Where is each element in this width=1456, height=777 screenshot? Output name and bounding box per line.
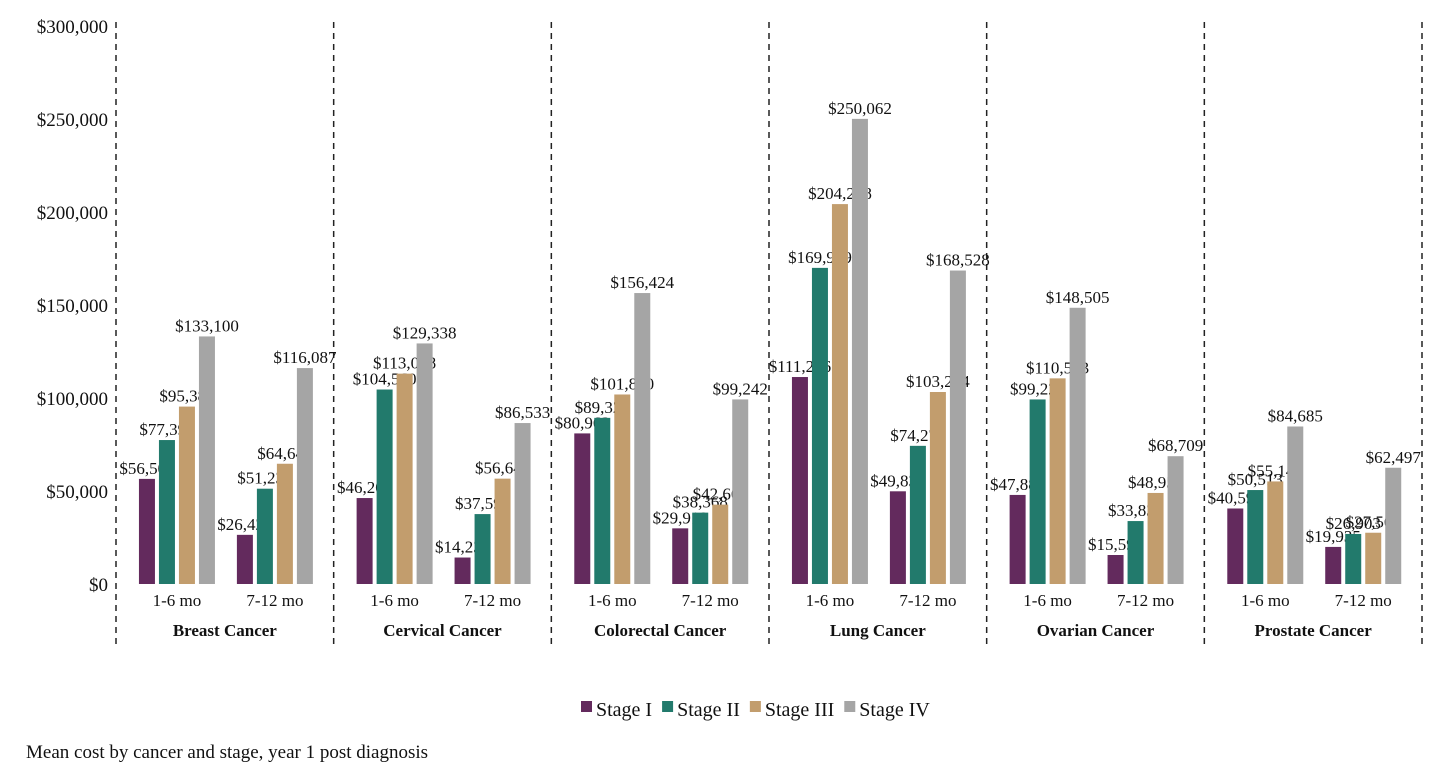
bar-value-label: $62,497: [1366, 448, 1422, 467]
bar-stage-iv: [198, 336, 215, 584]
bar-value-label: $168,528: [926, 251, 990, 270]
bar-value-label: $129,338: [393, 323, 457, 342]
period-label: 1-6 mo: [1241, 591, 1290, 610]
period-label: 7-12 mo: [682, 591, 739, 610]
y-tick-label: $100,000: [37, 389, 108, 410]
period-label: 1-6 mo: [370, 591, 419, 610]
bar-stage-ii: [811, 267, 828, 584]
bar-stage-i: [1107, 555, 1124, 584]
bar-stage-iii: [178, 406, 195, 584]
bar-stage-i: [1227, 508, 1244, 584]
bar-stage-iii: [1365, 532, 1382, 584]
bar-value-label: $116,087: [273, 348, 337, 367]
bar-stage-iv: [1167, 456, 1184, 584]
bar-stage-ii: [474, 514, 491, 584]
bar-value-label: $86,533: [495, 403, 550, 422]
bar-stage-iii: [831, 204, 848, 584]
y-tick-label: $50,000: [46, 482, 108, 503]
bar-stage-ii: [376, 389, 393, 584]
bar-stage-ii: [909, 445, 926, 584]
bar-stage-i: [236, 534, 253, 584]
bar-stage-i: [454, 557, 471, 584]
group-label: Breast Cancer: [173, 621, 277, 640]
bar-stage-i: [1325, 546, 1342, 584]
bar-value-label: $99,242: [713, 379, 768, 398]
group-label: Colorectal Cancer: [594, 621, 727, 640]
bar-stage-iv: [296, 368, 313, 584]
bar-chart: $0 $50,000 $100,000 $150,000 $200,000 $250,00…: [37, 17, 1423, 721]
legend-entry: Stage II: [677, 699, 740, 721]
bar-stage-i: [791, 377, 808, 584]
bar-stage-iv: [1069, 307, 1086, 584]
bar-stage-i: [1009, 494, 1026, 584]
bar-value-label: $84,685: [1268, 406, 1323, 425]
bar-stage-i: [672, 528, 689, 584]
bar-stage-iv: [949, 270, 966, 584]
bar-stage-ii: [594, 417, 611, 584]
bar-stage-ii: [158, 440, 175, 584]
bar-stage-iv: [514, 423, 531, 584]
period-label: 7-12 mo: [899, 591, 956, 610]
group-label: Cervical Cancer: [383, 621, 502, 640]
bar-value-label: $68,709: [1148, 436, 1203, 455]
bar-stage-i: [574, 433, 591, 584]
bar-stage-ii: [1029, 399, 1046, 584]
chart-area: $0 $50,000 $100,000 $150,000 $200,000 $250,00…: [37, 17, 1423, 721]
bar-stage-iii: [276, 463, 293, 584]
bar-stage-iv: [416, 343, 433, 584]
y-tick-label: $0: [89, 575, 108, 596]
bar-stage-ii: [1247, 490, 1264, 584]
period-label: 7-12 mo: [1117, 591, 1174, 610]
y-tick-label: $200,000: [37, 203, 108, 224]
bar-stage-ii: [256, 488, 273, 584]
bar-stage-iii: [614, 394, 631, 584]
bar-stage-i: [889, 491, 906, 584]
legend-entry: Stage I: [596, 699, 652, 721]
chart-caption: Mean cost by cancer and stage, year 1 po…: [26, 742, 429, 763]
legend-swatch: [844, 701, 856, 712]
period-label: 7-12 mo: [1335, 591, 1392, 610]
legend-entry: Stage IV: [859, 699, 930, 721]
bar-value-label: $156,424: [610, 273, 674, 292]
bar-stage-iii: [396, 373, 413, 584]
y-tick-label: $150,000: [37, 296, 108, 317]
bar-stage-iii: [712, 504, 729, 584]
bar-value-label: $26,903: [1326, 514, 1381, 533]
bar-stage-iv: [634, 293, 651, 584]
y-tick-label: $250,000: [37, 110, 108, 131]
period-label: 1-6 mo: [153, 591, 202, 610]
bar-value-label: $250,062: [828, 99, 892, 118]
period-label: 7-12 mo: [464, 591, 521, 610]
legend-entry: Stage III: [765, 699, 834, 721]
bar-stage-iv: [851, 118, 868, 585]
group-label: Lung Cancer: [830, 621, 926, 640]
period-label: 7-12 mo: [246, 591, 303, 610]
legend-swatch: [749, 701, 761, 712]
period-label: 1-6 mo: [588, 591, 637, 610]
group-label: Prostate Cancer: [1255, 621, 1373, 640]
y-tick-label: $300,000: [37, 17, 108, 38]
bar-value-label: $133,100: [175, 316, 239, 335]
bar-stage-iii: [1049, 378, 1066, 584]
legend-swatch: [662, 701, 674, 712]
bar-stage-ii: [1127, 521, 1144, 584]
legend-swatch: [581, 701, 592, 712]
bar-stage-iv: [1385, 467, 1402, 584]
bar-stage-iii: [494, 478, 511, 584]
bar-stage-ii: [692, 512, 709, 584]
bar-stage-iv: [1287, 426, 1304, 584]
bar-stage-iii: [1147, 492, 1164, 584]
bar-stage-iii: [929, 392, 946, 584]
bar-stage-ii: [1345, 533, 1362, 584]
group-label: Ovarian Cancer: [1037, 621, 1155, 640]
bar-stage-iii: [1267, 481, 1284, 584]
bar-stage-i: [138, 478, 155, 584]
bar-stage-i: [356, 498, 373, 584]
period-label: 1-6 mo: [806, 591, 855, 610]
period-label: 1-6 mo: [1023, 591, 1072, 610]
bar-stage-iv: [732, 399, 749, 584]
bar-value-label: $148,505: [1046, 288, 1110, 307]
